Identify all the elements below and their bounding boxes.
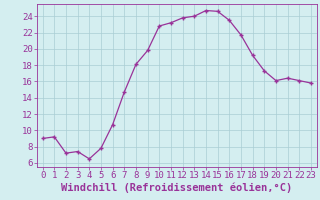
X-axis label: Windchill (Refroidissement éolien,°C): Windchill (Refroidissement éolien,°C) bbox=[61, 183, 292, 193]
